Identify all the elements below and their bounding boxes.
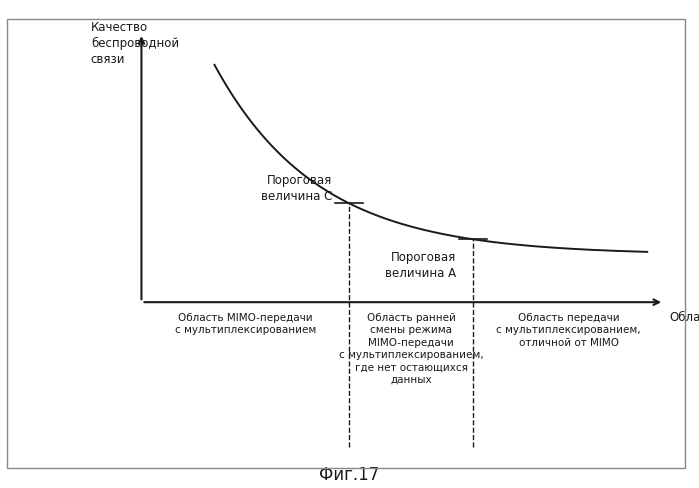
Text: Область ранней
смены режима
MIMO-передачи
с мультиплексированием,
где нет остающ: Область ранней смены режима MIMO-передач…	[339, 312, 484, 384]
Text: Фиг.17: Фиг.17	[319, 465, 380, 483]
Text: Область: Область	[670, 310, 699, 324]
Text: Область передачи
с мультиплексированием,
отличной от MIMO: Область передачи с мультиплексированием,…	[496, 312, 641, 347]
Text: Область MIMO-передачи
с мультиплексированием: Область MIMO-передачи с мультиплексирова…	[175, 312, 316, 335]
Text: Пороговая
величина А: Пороговая величина А	[385, 250, 456, 279]
Text: Качество
беспроводной
связи: Качество беспроводной связи	[91, 21, 179, 66]
Text: Пороговая
величина С: Пороговая величина С	[261, 174, 333, 203]
